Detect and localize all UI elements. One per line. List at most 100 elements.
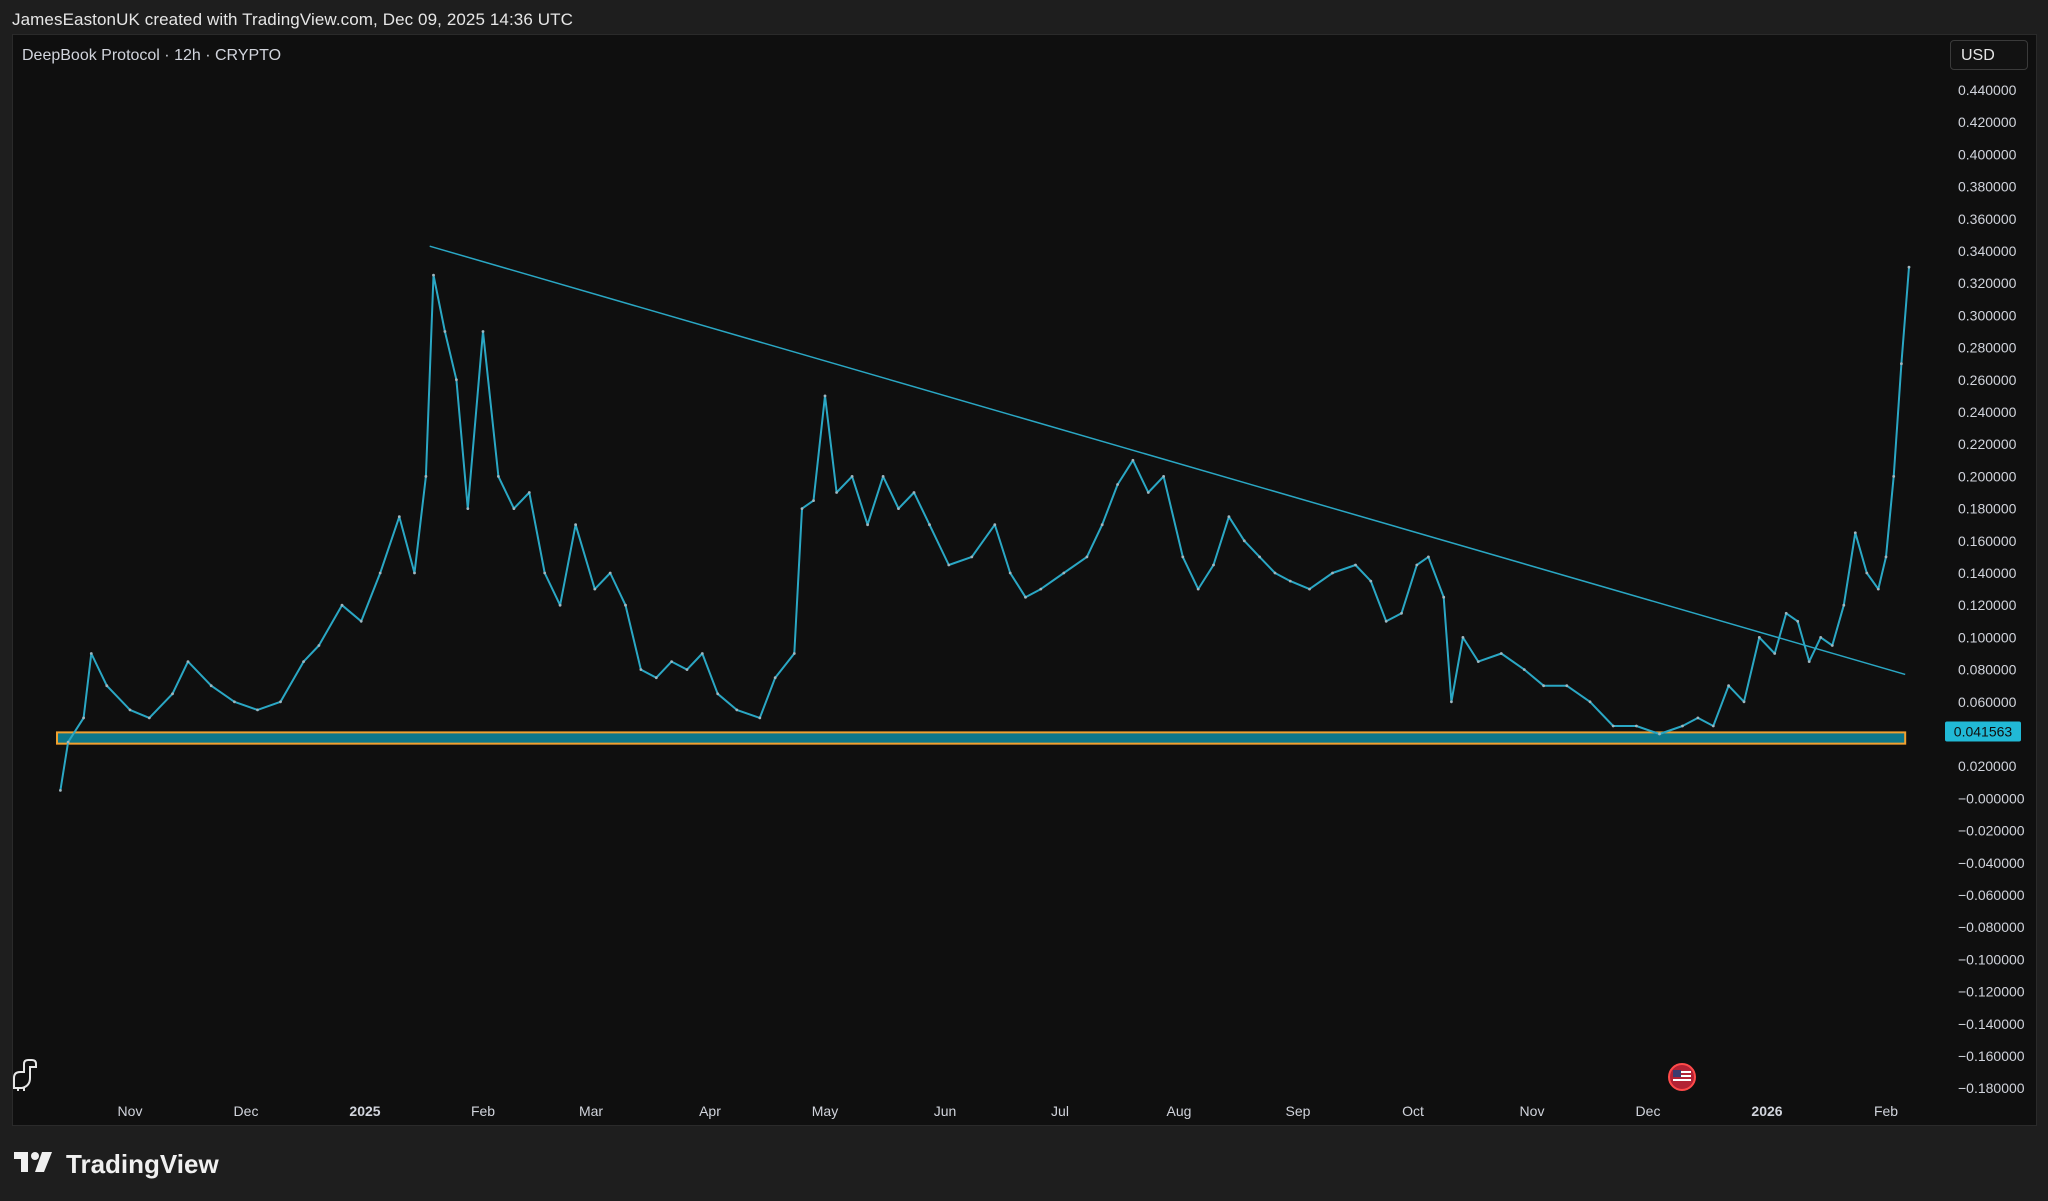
price-point	[1308, 587, 1311, 591]
price-point	[1100, 523, 1104, 527]
price-point	[624, 603, 627, 607]
price-point	[1784, 611, 1788, 615]
price-point	[947, 563, 951, 567]
price-point	[443, 330, 447, 333]
current-price-label: 0.041563	[1954, 723, 2013, 739]
y-axis-tick-label: −0.020000	[1958, 823, 2025, 839]
footer-logo-text: TradingView	[66, 1148, 219, 1179]
price-point	[89, 652, 93, 655]
y-axis-tick-label: 0.060000	[1958, 694, 2017, 710]
price-point	[654, 676, 658, 680]
y-axis-tick-label: 0.320000	[1958, 275, 2017, 291]
tradingview-logo-icon	[14, 1150, 56, 1179]
price-point	[928, 523, 931, 527]
chart-panel[interactable]	[12, 34, 2037, 1126]
price-point	[1227, 515, 1231, 519]
price-point	[1907, 265, 1911, 269]
price-point	[359, 619, 363, 623]
price-point	[773, 676, 777, 680]
price-point	[835, 491, 838, 494]
price-point	[1588, 700, 1592, 704]
price-point	[1181, 555, 1185, 559]
price-point	[1681, 724, 1684, 728]
price-point	[317, 644, 321, 647]
x-axis-tick-label: Aug	[1167, 1103, 1192, 1119]
footer-logo[interactable]: TradingView	[14, 1148, 219, 1180]
price-point	[1461, 636, 1465, 639]
price-point	[1196, 587, 1200, 591]
price-point	[543, 571, 547, 575]
price-point	[1258, 555, 1261, 559]
price-point	[1658, 732, 1661, 736]
price-point	[512, 507, 516, 510]
y-axis-tick-label: −0.080000	[1958, 919, 2025, 935]
price-point	[1900, 362, 1903, 366]
y-axis-tick-label: 0.380000	[1958, 179, 2017, 195]
price-point	[1876, 587, 1880, 591]
y-axis-tick-label: 0.140000	[1958, 565, 2017, 581]
y-axis-tick-label: 0.220000	[1958, 436, 2017, 452]
price-point	[1711, 724, 1715, 728]
support-zone[interactable]	[56, 731, 1907, 745]
price-point	[1476, 660, 1480, 663]
price-point	[1162, 475, 1165, 478]
y-axis-tick-label: −0.180000	[1958, 1080, 2025, 1096]
x-axis-tick-label: Dec	[234, 1103, 259, 1119]
y-axis-tick-label: 0.420000	[1958, 114, 2017, 130]
price-point	[1212, 563, 1215, 567]
price-point	[593, 587, 597, 591]
price-point	[256, 708, 259, 712]
price-point	[970, 555, 974, 559]
y-axis-tick-label: 0.280000	[1958, 340, 2017, 356]
y-axis-tick-label: 0.100000	[1958, 629, 2017, 645]
price-point	[670, 660, 673, 663]
price-point	[105, 684, 109, 688]
y-axis-tick-label: 0.340000	[1958, 243, 2017, 259]
us-flag-icon[interactable]	[1668, 1063, 1696, 1096]
x-axis-tick-label: Sep	[1286, 1103, 1311, 1119]
price-point	[1062, 571, 1066, 575]
x-axis-tick-label: 2026	[1751, 1103, 1782, 1119]
price-point	[1853, 531, 1857, 535]
price-point	[1830, 644, 1834, 647]
price-point	[574, 523, 577, 527]
price-point	[850, 475, 854, 478]
price-point	[279, 700, 282, 704]
currency-button[interactable]: USD	[1950, 40, 2028, 70]
price-point	[735, 708, 739, 712]
y-axis-tick-label: −0.100000	[1958, 951, 2025, 967]
x-axis-tick-label: Nov	[1520, 1103, 1545, 1119]
price-point	[186, 660, 190, 663]
price-point	[1842, 603, 1846, 607]
price-point	[912, 491, 916, 494]
y-axis-tick-label: 0.400000	[1958, 146, 2017, 162]
y-axis-tick-label: 0.260000	[1958, 372, 2017, 388]
price-point	[481, 330, 485, 333]
y-axis-tick-label: 0.300000	[1958, 307, 2017, 323]
price-point	[800, 507, 804, 510]
dino-icon[interactable]	[10, 1058, 38, 1097]
price-point	[1450, 700, 1453, 704]
price-point	[608, 571, 612, 575]
price-point	[1024, 595, 1027, 599]
price-point	[1085, 555, 1089, 559]
price-point	[233, 700, 236, 704]
price-point	[1757, 636, 1761, 639]
price-point	[1773, 652, 1777, 655]
price-point	[340, 603, 344, 607]
current-price-badge	[1945, 721, 2021, 742]
price-point	[1427, 555, 1430, 559]
y-axis-tick-label: −0.060000	[1958, 887, 2025, 903]
price-point	[823, 394, 827, 398]
price-point	[716, 692, 720, 696]
price-point	[1039, 587, 1043, 591]
price-point	[455, 378, 458, 382]
price-point	[497, 475, 500, 478]
price-point	[432, 273, 435, 277]
descending-trendline[interactable]	[429, 245, 1906, 676]
y-axis-tick-label: −0.140000	[1958, 1016, 2025, 1032]
price-point	[1611, 724, 1615, 728]
price-series-line[interactable]	[59, 267, 1910, 791]
price-point	[1796, 619, 1800, 623]
